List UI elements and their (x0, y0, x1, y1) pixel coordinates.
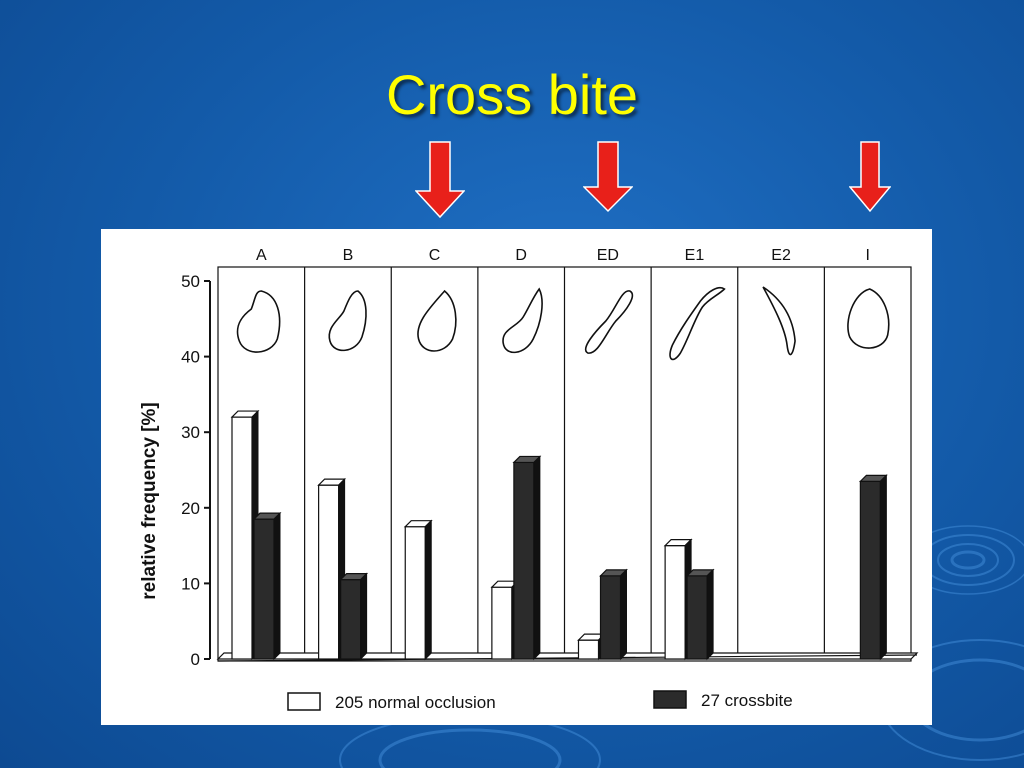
y-tick-label: 40 (181, 348, 200, 367)
legend-label-crossbite: 27 crossbite (701, 691, 793, 710)
legend-label-normal: 205 normal occlusion (335, 693, 496, 712)
bar-crossbite-A (252, 511, 282, 661)
category-label: I (865, 247, 869, 264)
legend: 205 normal occlusion 27 crossbite (287, 690, 793, 712)
category-panels (216, 266, 919, 662)
jaw-outline-A (236, 290, 281, 353)
arrow-down-icon (583, 141, 633, 213)
legend-swatch-normal (287, 692, 321, 711)
jaw-outline-I (847, 288, 890, 349)
bar-normal-C (403, 519, 433, 661)
y-axis-label: relative frequency [%] (139, 402, 160, 599)
y-tick-label: 20 (181, 499, 200, 518)
y-tick-label: 10 (181, 574, 200, 593)
category-label: ED (597, 247, 619, 264)
category-label: B (343, 247, 354, 264)
bar-crossbite-ED (599, 568, 628, 661)
y-tick-label: 50 (181, 272, 200, 291)
arrow-down-icon (849, 141, 891, 213)
y-tick-label: 30 (181, 423, 200, 442)
arrow-down-icon (415, 141, 465, 219)
y-tick-label: 0 (191, 650, 200, 669)
category-label: A (256, 247, 267, 264)
bars (230, 409, 888, 661)
jaw-outline-E1 (669, 286, 726, 361)
category-label: C (429, 247, 441, 264)
jaw-outline-D (502, 287, 543, 354)
floor-edge (217, 654, 918, 662)
bar-crossbite-I (858, 474, 888, 661)
jaw-outline-ED (585, 290, 634, 354)
jaw-outline-B (328, 290, 367, 352)
bar-crossbite-E1 (685, 568, 715, 661)
jaw-outline-C (417, 289, 457, 352)
jaw-outline-drawings (236, 286, 890, 361)
legend-swatch-crossbite (653, 690, 687, 709)
jaw-outline-E2 (762, 286, 796, 356)
chart-figure: 0 10 20 30 40 50 A B C D ED E1 E2 I relative frequen… (101, 229, 932, 725)
category-label: D (515, 247, 527, 264)
category-label: E1 (685, 247, 705, 264)
slide-title: Cross bite (385, 63, 639, 126)
category-labels: A B C D ED E1 E2 I (256, 247, 870, 264)
bar-crossbite-B (339, 572, 369, 661)
bar-crossbite-D (512, 455, 542, 661)
y-axis: 0 10 20 30 40 50 (181, 272, 211, 669)
bar-chart: 0 10 20 30 40 50 A B C D ED E1 E2 I relative frequen… (139, 247, 919, 712)
category-label: E2 (771, 247, 791, 264)
